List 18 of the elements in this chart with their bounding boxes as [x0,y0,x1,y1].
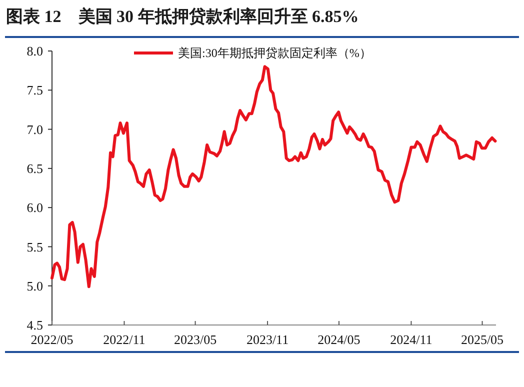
y-tick-label: 6.0 [26,200,43,216]
x-tick-label: 2023/11 [246,332,289,347]
y-tick-label: 5.5 [26,239,43,254]
y-tick-label: 4.5 [26,318,43,333]
legend-label: 美国:30年期抵押贷款固定利率（%） [178,46,372,60]
x-tick-label: 2025/05 [460,332,504,347]
x-tick-label: 2022/11 [103,332,146,347]
y-tick-label: 8.0 [26,44,43,59]
x-tick-label: 2023/05 [174,332,217,347]
y-tick-label: 6.5 [26,160,43,176]
chart-title: 图表 12 美国 30 年抵押贷款利率回升至 6.85% [6,7,359,26]
x-tick-label: 2022/05 [30,332,74,347]
x-tick-label: 2024/05 [318,332,360,347]
line-series [50,65,497,288]
y-tick-label: 5.0 [26,278,43,294]
y-tick-label: 7.5 [26,82,43,98]
x-tick-label: 2024/11 [390,332,432,347]
y-tick-label: 7.0 [26,122,43,137]
